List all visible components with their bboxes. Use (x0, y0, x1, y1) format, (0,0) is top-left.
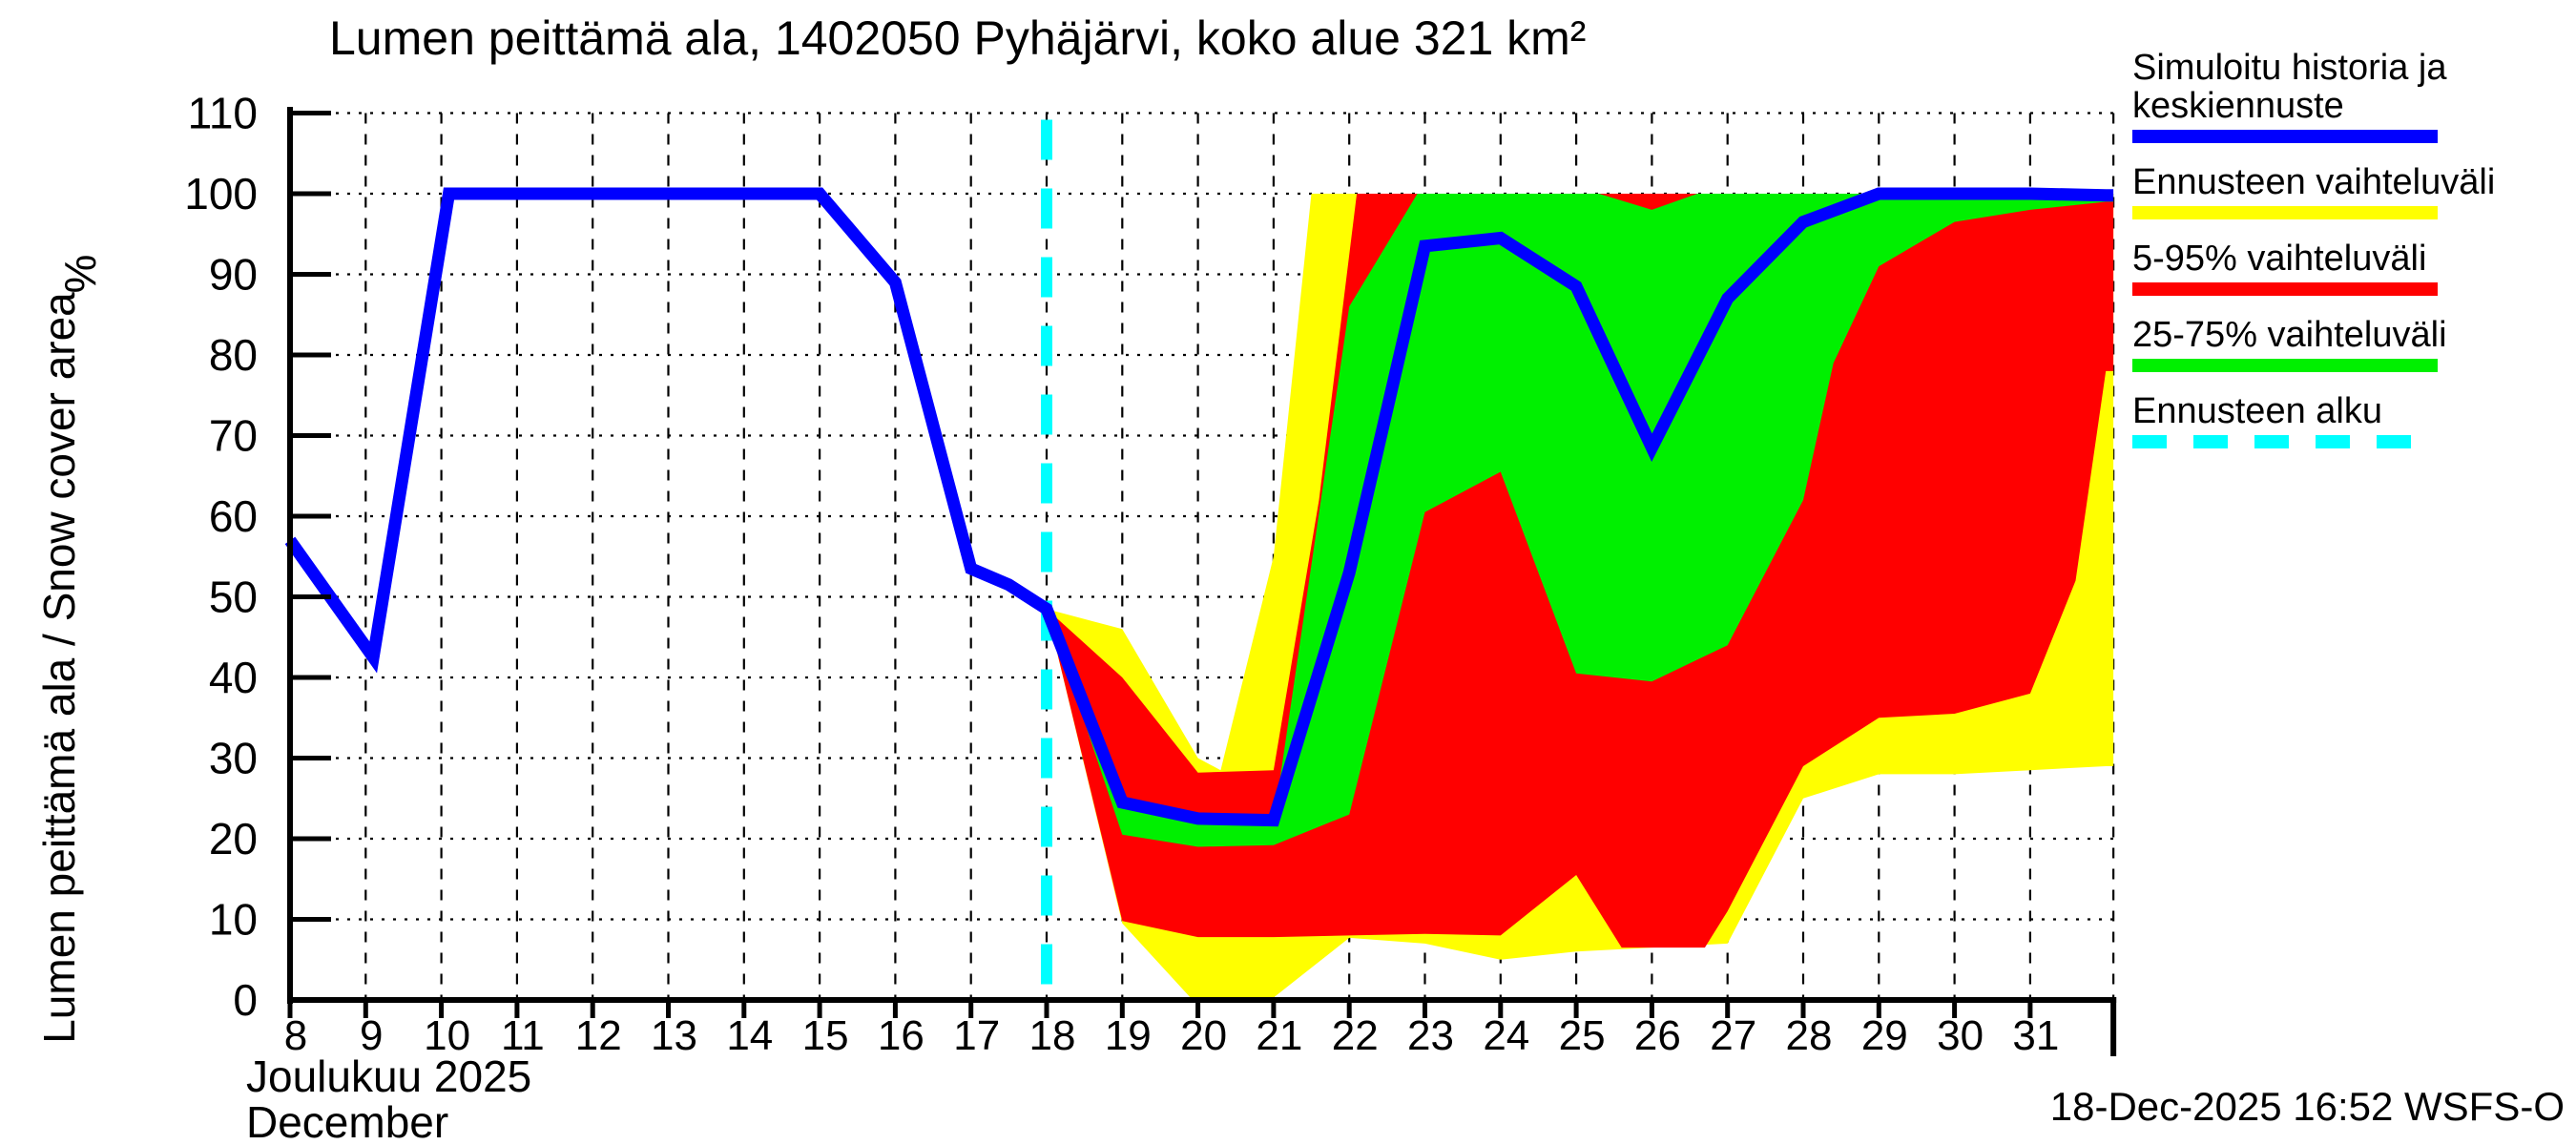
tick-labels: 0 10 20 30 40 50 60 70 80 90 100 110 8 9 10 11 12 13 14 15 1… (184, 89, 2059, 1060)
x-tick-22 (1346, 1003, 1352, 1018)
x-tick-10 (439, 1003, 445, 1018)
x-tick-label-17: 17 (953, 1012, 1000, 1059)
x-tick-31 (2027, 1003, 2033, 1018)
x-tick-11 (514, 1003, 520, 1018)
x-axis-month-label-en: December (246, 1097, 448, 1145)
x-tick-label-21: 21 (1256, 1012, 1302, 1059)
y-tick-label-0: 0 (233, 975, 258, 1025)
y-tick-50 (293, 594, 331, 599)
x-tick-9 (363, 1003, 368, 1018)
x-axis-line (287, 997, 2117, 1003)
x-tick-28 (1800, 1003, 1806, 1018)
legend-item-0-label: Simuloitu historia ja (2132, 48, 2447, 88)
x-tick-label-27: 27 (1710, 1012, 1756, 1059)
x-tick-label-15: 15 (802, 1012, 849, 1059)
x-tick-19 (1119, 1003, 1125, 1018)
x-tick-label-13: 13 (651, 1012, 697, 1059)
x-tick-13 (666, 1003, 671, 1018)
y-axis-unit-label: % (55, 255, 105, 294)
x-tick-15 (817, 1003, 822, 1018)
x-tick-label-31: 31 (2012, 1012, 2059, 1059)
x-tick-14 (741, 1003, 747, 1018)
y-axis-label: Lumen peittämä ala / Snow cover area (34, 292, 84, 1044)
x-tick-label-24: 24 (1483, 1012, 1529, 1059)
y-tick-label-110: 110 (188, 89, 258, 138)
x-tick-label-16: 16 (878, 1012, 924, 1059)
y-tick-label-80: 80 (209, 330, 258, 380)
y-tick-40 (293, 675, 331, 680)
x-tick-12 (590, 1003, 595, 1018)
y-tick-100 (293, 191, 331, 197)
y-tick-label-100: 100 (184, 169, 258, 219)
x-tick-label-8: 8 (284, 1012, 307, 1059)
x-tick-label-12: 12 (575, 1012, 622, 1059)
x-tick-23 (1423, 1003, 1427, 1018)
y-tick-20 (293, 836, 331, 842)
chart-series (284, 119, 2114, 998)
axes (287, 107, 2117, 1056)
x-tick-30 (1952, 1003, 1958, 1018)
x-tick-label-22: 22 (1332, 1012, 1379, 1059)
x-tick-20 (1195, 1003, 1201, 1018)
y-tick-label-50: 50 (209, 572, 258, 622)
x-tick-29 (1876, 1003, 1881, 1018)
x-tick-label-19: 19 (1105, 1012, 1152, 1059)
legend-item-0-label: keskiennuste (2132, 86, 2344, 126)
x-tick-17 (968, 1003, 974, 1018)
y-tick-80 (293, 352, 331, 358)
x-tick-21 (1271, 1003, 1277, 1018)
y-tick-10 (293, 917, 331, 922)
legend-item-1-label: Ennusteen vaihteluväli (2132, 162, 2495, 202)
x-axis-right-endcap (2110, 997, 2117, 1056)
legend-item-3-label: 25-75% vaihteluväli (2132, 315, 2447, 355)
x-tick-27 (1725, 1003, 1731, 1018)
x-tick-label-14: 14 (726, 1012, 773, 1059)
x-tick-25 (1573, 1003, 1579, 1018)
x-tick-label-29: 29 (1861, 1012, 1908, 1059)
y-tick-label-10: 10 (209, 895, 258, 945)
x-tick-16 (892, 1003, 898, 1018)
x-tick-label-28: 28 (1786, 1012, 1833, 1059)
legend-item-4-label: Ennusteen alku (2132, 391, 2382, 431)
x-tick-label-23: 23 (1407, 1012, 1454, 1059)
chart-title: Lumen peittämä ala, 1402050 Pyhäjärvi, k… (329, 11, 1586, 65)
x-tick-label-10: 10 (424, 1012, 470, 1059)
y-tick-label-30: 30 (209, 734, 258, 783)
y-tick-label-70: 70 (209, 411, 258, 461)
x-tick-18 (1044, 1003, 1049, 1018)
x-tick-label-25: 25 (1559, 1012, 1606, 1059)
mean-forecast-line (284, 187, 2114, 827)
legend-item-2-label: 5-95% vaihteluväli (2132, 239, 2426, 279)
y-tick-110 (293, 111, 331, 115)
y-tick-90 (293, 272, 331, 277)
y-tick-label-20: 20 (209, 814, 258, 864)
y-tick-70 (293, 433, 331, 438)
x-tick-24 (1498, 1003, 1504, 1018)
x-tick-label-11: 11 (501, 1012, 545, 1059)
y-tick-0 (293, 997, 331, 1003)
x-tick-label-20: 20 (1180, 1012, 1227, 1059)
x-tick-26 (1649, 1003, 1654, 1018)
timestamp-label: 18-Dec-2025 16:52 WSFS-O (2050, 1084, 2565, 1129)
x-tick-label-18: 18 (1029, 1012, 1076, 1059)
x-tick-label-9: 9 (360, 1012, 383, 1059)
x-tick-label-26: 26 (1634, 1012, 1681, 1059)
y-tick-60 (293, 513, 331, 519)
y-axis-line (287, 107, 293, 1004)
y-tick-30 (293, 756, 331, 760)
x-tick-label-30: 30 (1937, 1012, 1984, 1059)
y-tick-label-90: 90 (209, 250, 258, 300)
y-tick-label-60: 60 (209, 491, 258, 541)
y-tick-label-40: 40 (209, 653, 258, 702)
x-tick-8 (287, 1003, 293, 1018)
x-axis-month-label: Joulukuu 2025 (246, 1051, 531, 1101)
